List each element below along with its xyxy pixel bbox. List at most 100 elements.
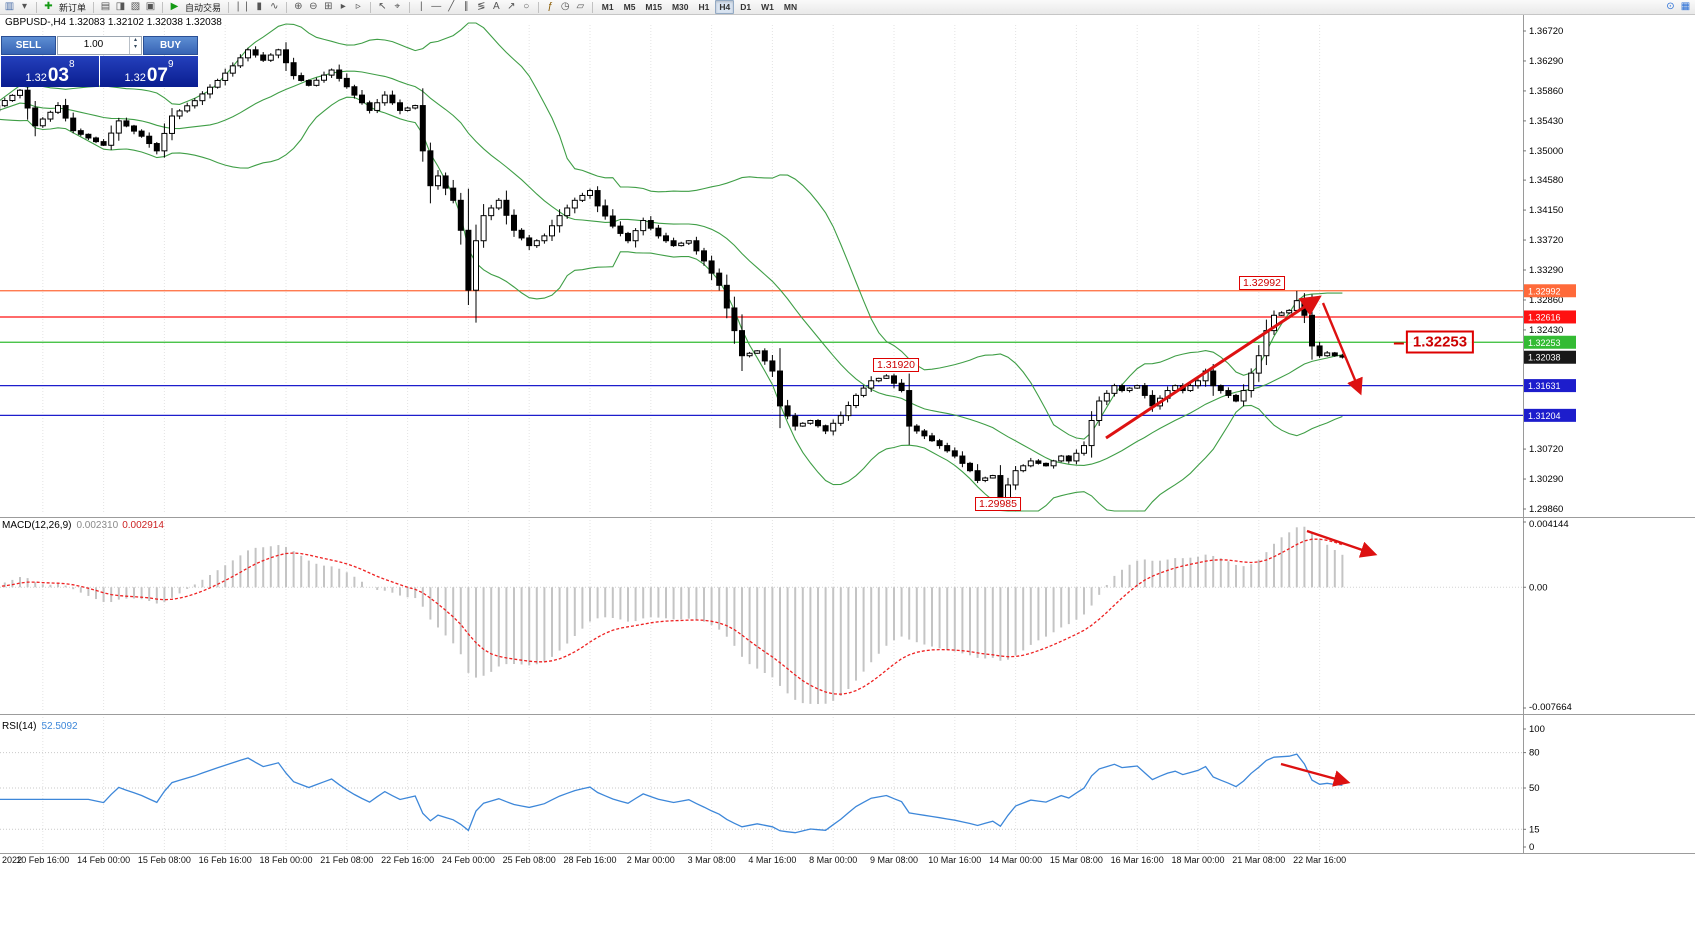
chart-shift-icon[interactable]: ▹ [355, 1, 361, 12]
svg-text:1.36290: 1.36290 [1529, 56, 1563, 67]
trend-line[interactable] [1105, 295, 1322, 440]
svg-text:1.34150: 1.34150 [1529, 205, 1563, 216]
trendline-icon[interactable]: ╱ [448, 1, 455, 12]
channel-icon[interactable]: ∥ [463, 1, 469, 12]
new-chart-icon[interactable]: ▥ [4, 1, 15, 12]
layout-grid-icon[interactable]: ▦ [1680, 1, 1691, 12]
timeframe-mn-button[interactable]: MN [783, 2, 798, 12]
chart-symbol-header: GBPUSD-,H4 1.32083 1.32102 1.32038 1.320… [5, 17, 222, 28]
vertical-line-icon[interactable]: | [419, 1, 423, 12]
volume-decrease-icon[interactable]: ▾ [133, 44, 137, 50]
zoom-out-icon[interactable]: ⊖ [309, 1, 318, 12]
volume-stepper[interactable]: 1.00 ▴ ▾ [57, 36, 142, 55]
panel-separator[interactable] [0, 714, 1695, 715]
svg-text:1.35430: 1.35430 [1529, 116, 1563, 127]
timeframe-h1-button[interactable]: H1 [698, 2, 710, 12]
toolbar-separator [162, 1, 164, 13]
svg-text:1.35000: 1.35000 [1529, 146, 1563, 157]
horizontal-line-icon[interactable]: ― [431, 1, 442, 12]
macd-panel[interactable]: 0.004144 0.00 -0.007664 [0, 518, 1695, 714]
target-price-label[interactable]: 1.32253 [1393, 330, 1475, 354]
toolbar-separator [537, 1, 539, 13]
time-label: 2 Mar 00:00 [626, 855, 675, 865]
volume-increase-icon[interactable]: ▴ [133, 37, 137, 43]
swing-low-price-label[interactable]: 1.29985 [975, 497, 1021, 511]
line-chart-icon[interactable]: ∿ [270, 1, 279, 12]
bollinger-bands [0, 22, 1343, 512]
svg-text:1.32430: 1.32430 [1529, 325, 1563, 336]
timeframe-m30-button[interactable]: M30 [671, 2, 689, 12]
market-watch-icon[interactable]: ▤ [100, 1, 111, 12]
rsi-axis[interactable]: 100 80 50 15 0 [1523, 724, 1545, 853]
macd-down-arrow[interactable] [1306, 529, 1378, 558]
timeframe-m5-button[interactable]: M5 [623, 2, 636, 12]
indicators-icon[interactable]: ƒ [547, 1, 554, 12]
tile-windows-icon[interactable]: ⊞ [324, 1, 333, 12]
templates-icon[interactable]: ▱ [576, 1, 585, 12]
buy-button[interactable]: BUY [143, 36, 198, 55]
price-axis[interactable]: 1.36720 1.36290 1.35860 1.35430 1.35000 1.345… [1523, 26, 1576, 515]
shapes-icon[interactable]: ○ [523, 1, 530, 12]
macd-axis[interactable]: 0.004144 0.00 -0.007664 [1523, 519, 1572, 713]
zoom-in-icon[interactable]: ⊕ [294, 1, 303, 12]
time-label: 15 Mar 08:00 [1049, 855, 1103, 865]
time-label: 21 Feb 08:00 [320, 855, 374, 865]
autotrading-button[interactable]: 自动交易 [185, 2, 222, 13]
time-label: 15 Feb 08:00 [137, 855, 191, 865]
buy-price-display[interactable]: 1.32 07 9 [100, 56, 198, 87]
time-label: 28 Feb 16:00 [563, 855, 617, 865]
down-arrow[interactable] [1321, 302, 1363, 396]
timeframe-m15-button[interactable]: M15 [645, 2, 662, 12]
text-label-icon[interactable]: A [492, 1, 500, 12]
macd-signal-line [0, 538, 1343, 695]
timeframe-m1-button[interactable]: M1 [601, 2, 614, 12]
rsi-down-arrow[interactable] [1280, 762, 1351, 787]
new-order-button[interactable]: 新订单 [59, 2, 87, 13]
price-chart[interactable]: 1.36720 1.36290 1.35860 1.35430 1.35000 1.345… [0, 15, 1695, 517]
sell-button[interactable]: SELL [1, 36, 56, 55]
sell-price-big: 03 [47, 65, 69, 86]
time-label: 9 Mar 08:00 [869, 855, 919, 865]
svg-text:80: 80 [1529, 748, 1540, 759]
candlestick-chart-icon[interactable]: ▮ [256, 1, 263, 12]
bar-chart-icon[interactable]: ❘❘ [234, 1, 251, 12]
svg-text:1.32860: 1.32860 [1529, 295, 1563, 306]
svg-text:1.30290: 1.30290 [1529, 474, 1563, 485]
timeframe-h4-button[interactable]: H4 [715, 0, 735, 14]
mid-level-price-label[interactable]: 1.31920 [873, 358, 919, 372]
svg-text:1.32992: 1.32992 [1528, 286, 1561, 296]
buy-price-big: 07 [146, 65, 168, 86]
svg-text:1.35860: 1.35860 [1529, 86, 1563, 97]
auto-scroll-icon[interactable]: ▸ [340, 1, 346, 12]
sell-price-display[interactable]: 1.32 03 8 [1, 56, 99, 87]
arrow-tool-icon[interactable]: ↗ [507, 1, 516, 12]
svg-text:1.36720: 1.36720 [1529, 26, 1563, 37]
time-label: 14 Mar 00:00 [989, 855, 1043, 865]
macd-indicator-label: MACD(12,26,9) 0.002310 0.002914 [2, 520, 164, 531]
fibonacci-icon[interactable]: ≶ [477, 1, 486, 12]
timeframe-d1-button[interactable]: D1 [740, 2, 752, 12]
periods-icon[interactable]: ◷ [560, 1, 570, 12]
terminal-icon[interactable]: ▣ [145, 1, 156, 12]
chart-dropdown-icon[interactable]: ▾ [21, 1, 28, 12]
time-label: 16 Mar 16:00 [1110, 855, 1164, 865]
timeframe-w1-button[interactable]: W1 [761, 2, 774, 12]
data-window-icon[interactable]: ◨ [115, 1, 126, 12]
autotrading-icon[interactable]: ▶ [170, 1, 179, 12]
search-icon[interactable]: ⊙ [1666, 1, 1675, 12]
resistance-price-label[interactable]: 1.32992 [1239, 276, 1285, 290]
macd-main-value: 0.002310 [76, 520, 119, 531]
toolbar-separator [93, 1, 95, 13]
panel-separator[interactable] [0, 517, 1695, 518]
trade-panel-controls: SELL 1.00 ▴ ▾ BUY [1, 36, 198, 55]
crosshair-icon[interactable]: ⌖ [394, 1, 401, 12]
svg-text:15: 15 [1529, 824, 1540, 835]
new-order-icon[interactable]: ✚ [44, 1, 53, 12]
cursor-icon[interactable]: ↖ [378, 1, 387, 12]
rsi-panel[interactable]: 100 80 50 15 0 [0, 715, 1695, 853]
macd-signal-value: 0.002914 [122, 520, 164, 531]
time-label: 18 Feb 00:00 [259, 855, 313, 865]
navigator-icon[interactable]: ▧ [130, 1, 141, 12]
toolbar-separator [591, 1, 593, 13]
